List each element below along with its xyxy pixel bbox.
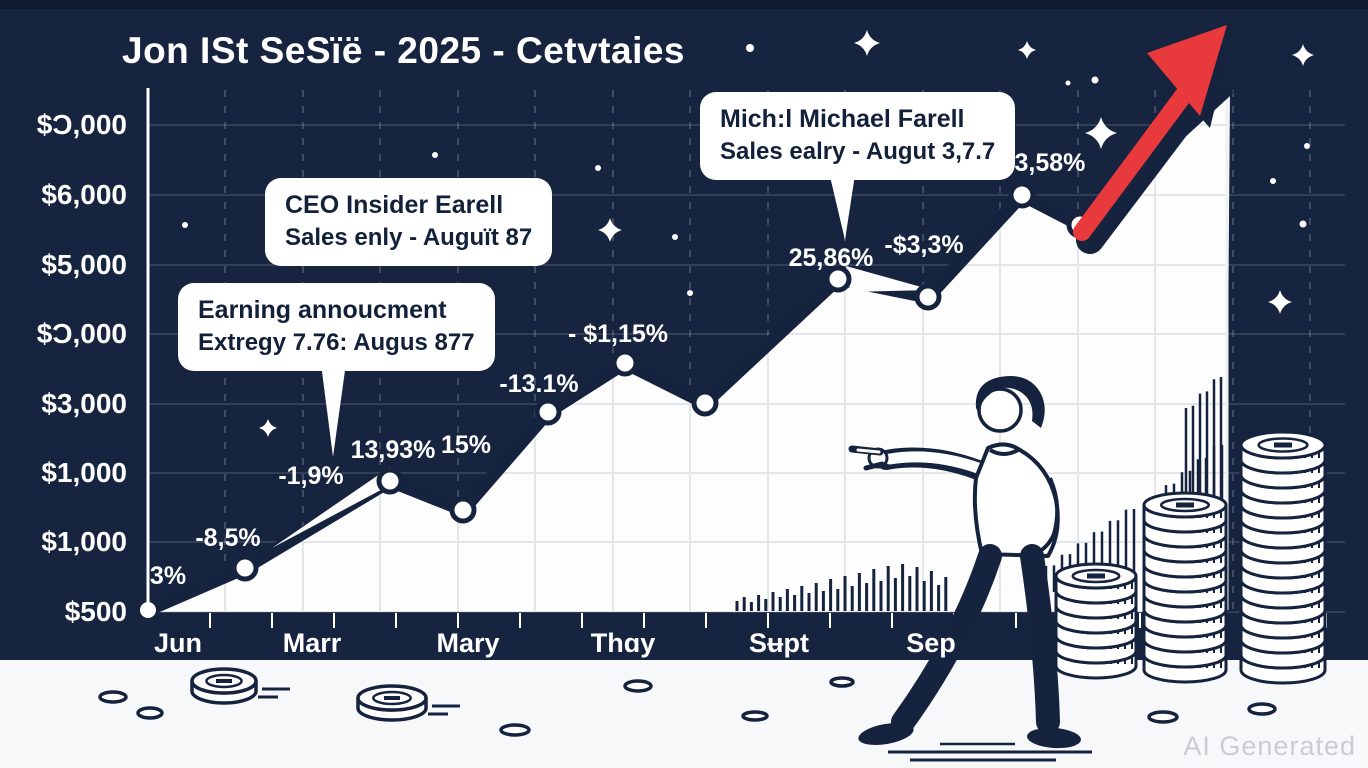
data-point-label: 25,86% — [789, 244, 874, 272]
data-point-marker — [140, 602, 156, 618]
data-point-marker — [534, 398, 562, 426]
data-point-marker — [691, 389, 719, 417]
data-point-label: 3% — [150, 562, 186, 590]
data-point-label: -1,9% — [278, 462, 343, 490]
sparkle-icon — [1085, 117, 1117, 149]
star-dot — [746, 44, 754, 52]
y-axis-label: $3,000 — [41, 388, 127, 419]
y-axis-label: $Ɔ,000 — [37, 109, 127, 140]
callout-earnings: Earning annoucment Extregy 7.76: Augus 8… — [178, 283, 495, 371]
x-axis-labels: Jun Marr Mary Thɑy Sʉpt Sep — [154, 628, 956, 658]
page-title: Jon ISt SeSïë - 2025 - Cetvtaies — [122, 30, 686, 71]
star-dot — [687, 290, 693, 296]
callout-line1: CEO Insider Earell — [285, 191, 504, 219]
y-axis-labels: $Ɔ,000 $6,000 $5,000 $Ɔ,000 $3,000 $1,000 $1,0… — [37, 109, 127, 627]
shoe — [1027, 727, 1081, 749]
x-axis-label: Marr — [283, 628, 342, 658]
x-axis-label: Thɑy — [591, 628, 656, 658]
hair — [975, 376, 1045, 428]
data-point-labels: 3% -8,5% -1,9% 13,93% 15% -13.1% - $1,15% 25,86… — [150, 149, 1085, 590]
x-axis-label: Sep — [906, 628, 956, 658]
shoe — [858, 723, 914, 745]
y-axis-label: $6,000 — [41, 179, 127, 210]
data-point-label: -8,5% — [195, 524, 260, 552]
growth-arrow-icon — [1073, 20, 1236, 254]
line-highlight-wedge — [272, 467, 394, 548]
data-point-label: 13,93% — [351, 436, 436, 464]
sparkle-icon — [1018, 41, 1036, 59]
star-dot — [1270, 178, 1276, 184]
data-point-marker — [1008, 181, 1036, 209]
data-point-marker — [231, 554, 259, 582]
star-dot — [672, 234, 678, 240]
area-fill — [148, 88, 1230, 612]
front-leg — [891, 544, 1002, 734]
star-dot — [1299, 220, 1307, 228]
callout-line1: Mich:l Michael Farell — [720, 105, 965, 133]
ground-lines — [888, 742, 1092, 762]
sparkle-icon — [1268, 290, 1292, 314]
data-point-label: - $1,15% — [568, 320, 668, 348]
top-edge — [0, 0, 1368, 9]
callout-line1: Earning annoucment — [198, 296, 447, 324]
person-figure — [848, 376, 1081, 749]
x-axis-label: Mary — [436, 628, 499, 658]
data-point-markers — [140, 181, 1094, 618]
callout-michael-farell: Mich:l Michael Farell Sales ealry - Augu… — [700, 92, 1016, 180]
star-dot — [1065, 80, 1071, 86]
line-highlight-wedge — [846, 266, 932, 292]
data-point-marker — [611, 349, 639, 377]
sparkle-icon — [598, 218, 622, 242]
y-axis-label: $1,000 — [41, 526, 127, 557]
sparkle-icon — [259, 419, 277, 437]
data-point-marker — [376, 467, 404, 495]
data-point-marker — [914, 283, 942, 311]
data-point-label: -$3,3% — [884, 231, 963, 259]
callout-tail — [828, 168, 856, 240]
star-dot — [595, 165, 601, 171]
y-axis-label: $500 — [65, 596, 127, 627]
data-point-label: 15% — [441, 431, 491, 459]
sparkle-icons — [182, 30, 1314, 437]
star-dot — [432, 152, 438, 158]
coin-stacks-icon — [1054, 430, 1327, 685]
callout-line2: Sales enly - Auguït 87 — [285, 224, 533, 251]
y-axis-label: $5,000 — [41, 249, 127, 280]
ai-generated-watermark: AI Generated — [1183, 731, 1356, 761]
y-axis-label: $1,000 — [41, 457, 127, 488]
y-axis-label: $Ɔ,000 — [37, 318, 127, 349]
data-point-marker — [824, 265, 852, 293]
callout-ceo-insider: CEO Insider Earell Sales enly - Auguït 8… — [265, 178, 553, 266]
sparkle-icon — [1292, 44, 1314, 66]
data-point-label: -13.1% — [499, 370, 578, 398]
back-leg — [1020, 544, 1060, 734]
star-dot — [182, 222, 188, 228]
callout-line2: Extregy 7.76: Augus 877 — [198, 329, 475, 356]
star-dot — [1304, 143, 1310, 149]
star-dot — [1091, 76, 1099, 84]
data-point-marker — [449, 496, 477, 524]
sparkle-icon — [854, 30, 880, 56]
scattered-coins-icon — [98, 667, 1277, 737]
x-axis-label: Jun — [154, 628, 202, 658]
x-axis-label: Sʉpt — [749, 628, 809, 658]
mini-bar-sketch — [735, 564, 948, 611]
callout-tail — [320, 356, 347, 457]
callout-line2: Sales ealry - Augut 3,7.7 — [720, 138, 996, 165]
collar — [989, 448, 1019, 456]
